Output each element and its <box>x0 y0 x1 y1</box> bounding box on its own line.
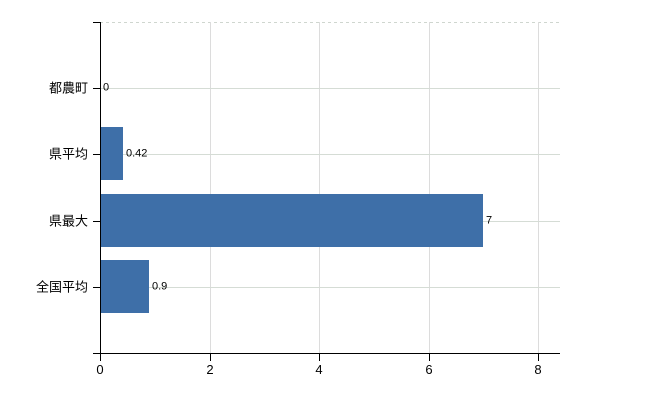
category-gridline <box>100 154 560 155</box>
x-axis-tick <box>319 353 320 361</box>
category-label: 都農町 <box>48 80 88 96</box>
x-gridline <box>429 22 430 353</box>
x-gridline <box>319 22 320 353</box>
x-tick-label: 6 <box>425 362 433 377</box>
x-axis-tick <box>100 353 101 361</box>
x-axis-tick <box>210 353 211 361</box>
x-axis-line <box>93 353 560 354</box>
bar <box>100 194 483 247</box>
bar <box>100 260 149 313</box>
category-gridline <box>100 88 560 89</box>
category-gridline <box>100 287 560 288</box>
bar <box>100 127 123 180</box>
x-tick-label: 0 <box>96 362 104 377</box>
bar-value-label: 0.9 <box>152 280 168 293</box>
category-tick <box>93 88 100 89</box>
x-axis-tick <box>429 353 430 361</box>
top-gridline <box>100 22 560 23</box>
plot-area: 0 0.42 7 0.9 <box>100 22 560 353</box>
category-tick <box>93 221 100 222</box>
bar-value-label: 0 <box>103 81 110 94</box>
category-tick <box>93 287 100 288</box>
y-axis-line <box>100 22 101 354</box>
category-label: 県最大 <box>48 213 88 229</box>
category-label: 県平均 <box>48 146 88 162</box>
x-tick-label: 8 <box>534 362 542 377</box>
bar-value-label: 7 <box>486 214 493 227</box>
category-tick <box>93 154 100 155</box>
y-axis-end-tick <box>93 22 100 23</box>
x-gridline <box>538 22 539 353</box>
x-tick-label: 2 <box>206 362 214 377</box>
category-label: 全国平均 <box>35 279 88 295</box>
bar-value-label: 0.42 <box>126 147 148 160</box>
x-tick-label: 4 <box>315 362 323 377</box>
x-gridline <box>210 22 211 353</box>
x-axis-tick <box>538 353 539 361</box>
